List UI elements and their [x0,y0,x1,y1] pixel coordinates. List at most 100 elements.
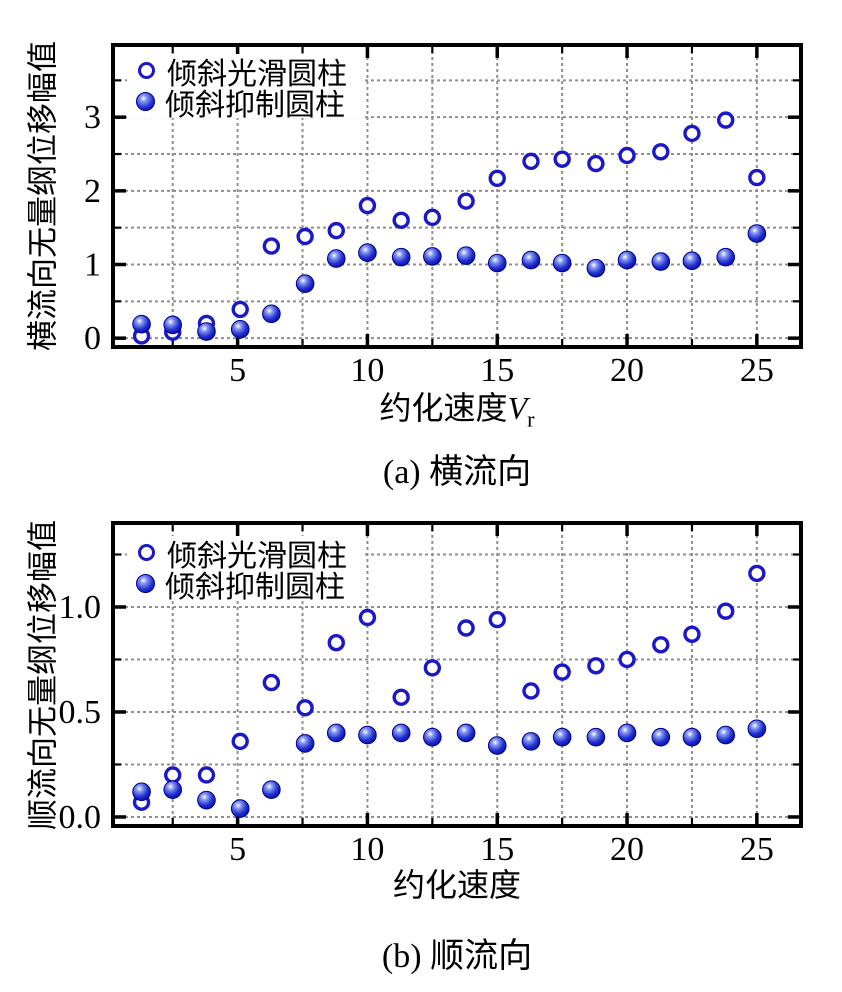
data-point-suppressed-cylinder [651,252,671,271]
data-point-smooth-cylinder [587,657,605,675]
data-point-smooth-cylinder [262,673,281,692]
data-point-suppressed-cylinder [456,723,476,743]
y-tick-label: 0 [84,320,101,357]
x-tick-label: 10 [350,352,384,389]
data-point-suppressed-cylinder [326,249,346,268]
data-point-suppressed-cylinder [132,782,151,802]
data-point-suppressed-cylinder [617,250,637,270]
data-point-suppressed-cylinder [617,723,637,743]
data-point-suppressed-cylinder [651,727,671,747]
data-point-suppressed-cylinder [487,736,507,755]
data-point-smooth-cylinder [618,650,636,669]
data-point-suppressed-cylinder [586,727,606,747]
data-point-suppressed-cylinder [197,790,216,810]
data-point-suppressed-cylinder [295,274,315,293]
chart-b-plot-area: 5 10 15 20 25 0.0 0.5 1.0 [59,521,803,868]
chart-a-caption: (a) 横流向 [382,454,532,491]
x-tick-label: 10 [350,831,384,868]
data-point-suppressed-cylinder [197,322,216,341]
data-point-suppressed-cylinder [716,247,736,267]
data-point-smooth-cylinder [296,227,314,246]
chart-a-crossflow: 5 10 15 20 25 0 1 2 3 横流向无量纲位移幅值 倾斜光滑圆柱 倾斜抑制圆柱 约… [26,41,803,491]
data-point-smooth-cylinder [683,124,701,143]
data-point-suppressed-cylinder [391,247,411,267]
data-point-smooth-cylinder [522,682,540,700]
data-point-suppressed-cylinder [682,251,702,271]
data-point-smooth-cylinder [358,608,377,627]
filled-circle-marker-icon [136,92,155,111]
data-point-smooth-cylinder [164,766,182,784]
data-point-smooth-cylinder [296,699,314,717]
data-point-suppressed-cylinder [747,719,767,739]
data-point-smooth-cylinder [231,300,249,319]
chart-b-caption: (b) 顺流向 [381,938,533,975]
data-point-smooth-cylinder [231,732,249,751]
y-tick-label: 3 [84,99,101,136]
x-label-subscript: r [527,406,535,432]
data-point-smooth-cylinder [197,766,216,784]
data-point-smooth-cylinder [327,633,345,652]
data-point-smooth-cylinder [392,211,410,230]
chart-a-x-axis-label: 约化速度Vr [113,383,801,432]
data-point-smooth-cylinder [327,221,345,240]
data-point-suppressed-cylinder [391,723,411,743]
data-point-suppressed-cylinder [295,734,315,753]
legend-label-suppressed-cylinder: 倾斜抑制圆柱 [165,88,345,122]
data-point-suppressed-cylinder [262,780,281,799]
data-point-smooth-cylinder [457,619,475,637]
x-tick-label: 5 [229,352,246,389]
plot-frame [111,43,803,349]
data-point-suppressed-cylinder [230,320,250,339]
legend-entry-suppressed: 倾斜抑制圆柱 [131,568,347,604]
data-point-smooth-cylinder [553,663,571,681]
legend-entry-smooth: 倾斜光滑圆柱 [131,55,347,91]
x-label-variable: V [507,390,528,426]
legend-label-smooth-cylinder: 倾斜光滑圆柱 [167,539,347,573]
x-tick-label: 20 [610,352,644,389]
legend-label-suppressed-cylinder: 倾斜抑制圆柱 [165,570,345,604]
data-point-suppressed-cylinder [716,725,736,745]
data-point-suppressed-cylinder [521,732,541,751]
x-tick-label: 5 [229,831,246,868]
y-tick-label: 1 [84,247,101,284]
data-point-smooth-cylinder [488,610,506,629]
data-point-smooth-cylinder [717,111,735,129]
data-point-smooth-cylinder [683,625,701,643]
x-tick-label: 20 [610,831,644,868]
filled-circle-marker-icon [136,574,155,593]
data-point-suppressed-cylinder [423,727,442,747]
data-point-suppressed-cylinder [163,315,183,335]
open-circle-marker-icon [138,62,155,79]
chart-b-y-axis-label: 顺流向无量纲位移幅值 [25,520,61,830]
data-point-smooth-cylinder [423,659,442,677]
chart-b-legend: 倾斜光滑圆柱 倾斜抑制圆柱 [127,536,363,604]
chart-b-x-axis-label: 约化速度 [113,860,801,909]
data-point-suppressed-cylinder [552,727,572,747]
legend-entry-suppressed: 倾斜抑制圆柱 [131,86,347,122]
chart-b-inline: 5 10 15 20 25 0.0 0.5 1.0 顺流向无量纲位移幅值 倾斜光滑圆柱 倾斜抑… [0,500,842,992]
data-point-smooth-cylinder [652,143,670,161]
data-point-smooth-cylinder [553,150,571,168]
data-point-suppressed-cylinder [456,246,476,265]
chart-a-legend: 倾斜光滑圆柱 倾斜抑制圆柱 [127,54,363,122]
data-point-smooth-cylinder [717,602,735,620]
data-point-smooth-cylinder [748,168,766,187]
y-tick-label: 0.5 [59,694,102,731]
data-point-smooth-cylinder [392,688,410,706]
x-tick-label: 15 [480,352,514,389]
x-tick-label: 25 [740,352,774,389]
data-point-suppressed-cylinder [586,258,606,278]
data-point-suppressed-cylinder [230,799,250,818]
data-point-smooth-cylinder [522,152,540,171]
data-point-suppressed-cylinder [358,243,377,263]
x-label-text: 约化速度 [379,390,508,426]
data-point-suppressed-cylinder [132,314,151,334]
data-point-suppressed-cylinder [552,253,572,273]
data-point-suppressed-cylinder [747,224,767,243]
data-point-suppressed-cylinder [423,247,442,266]
data-point-smooth-cylinder [748,564,766,583]
data-point-smooth-cylinder [358,196,377,215]
data-point-suppressed-cylinder [358,725,377,745]
data-point-smooth-cylinder [457,192,475,210]
